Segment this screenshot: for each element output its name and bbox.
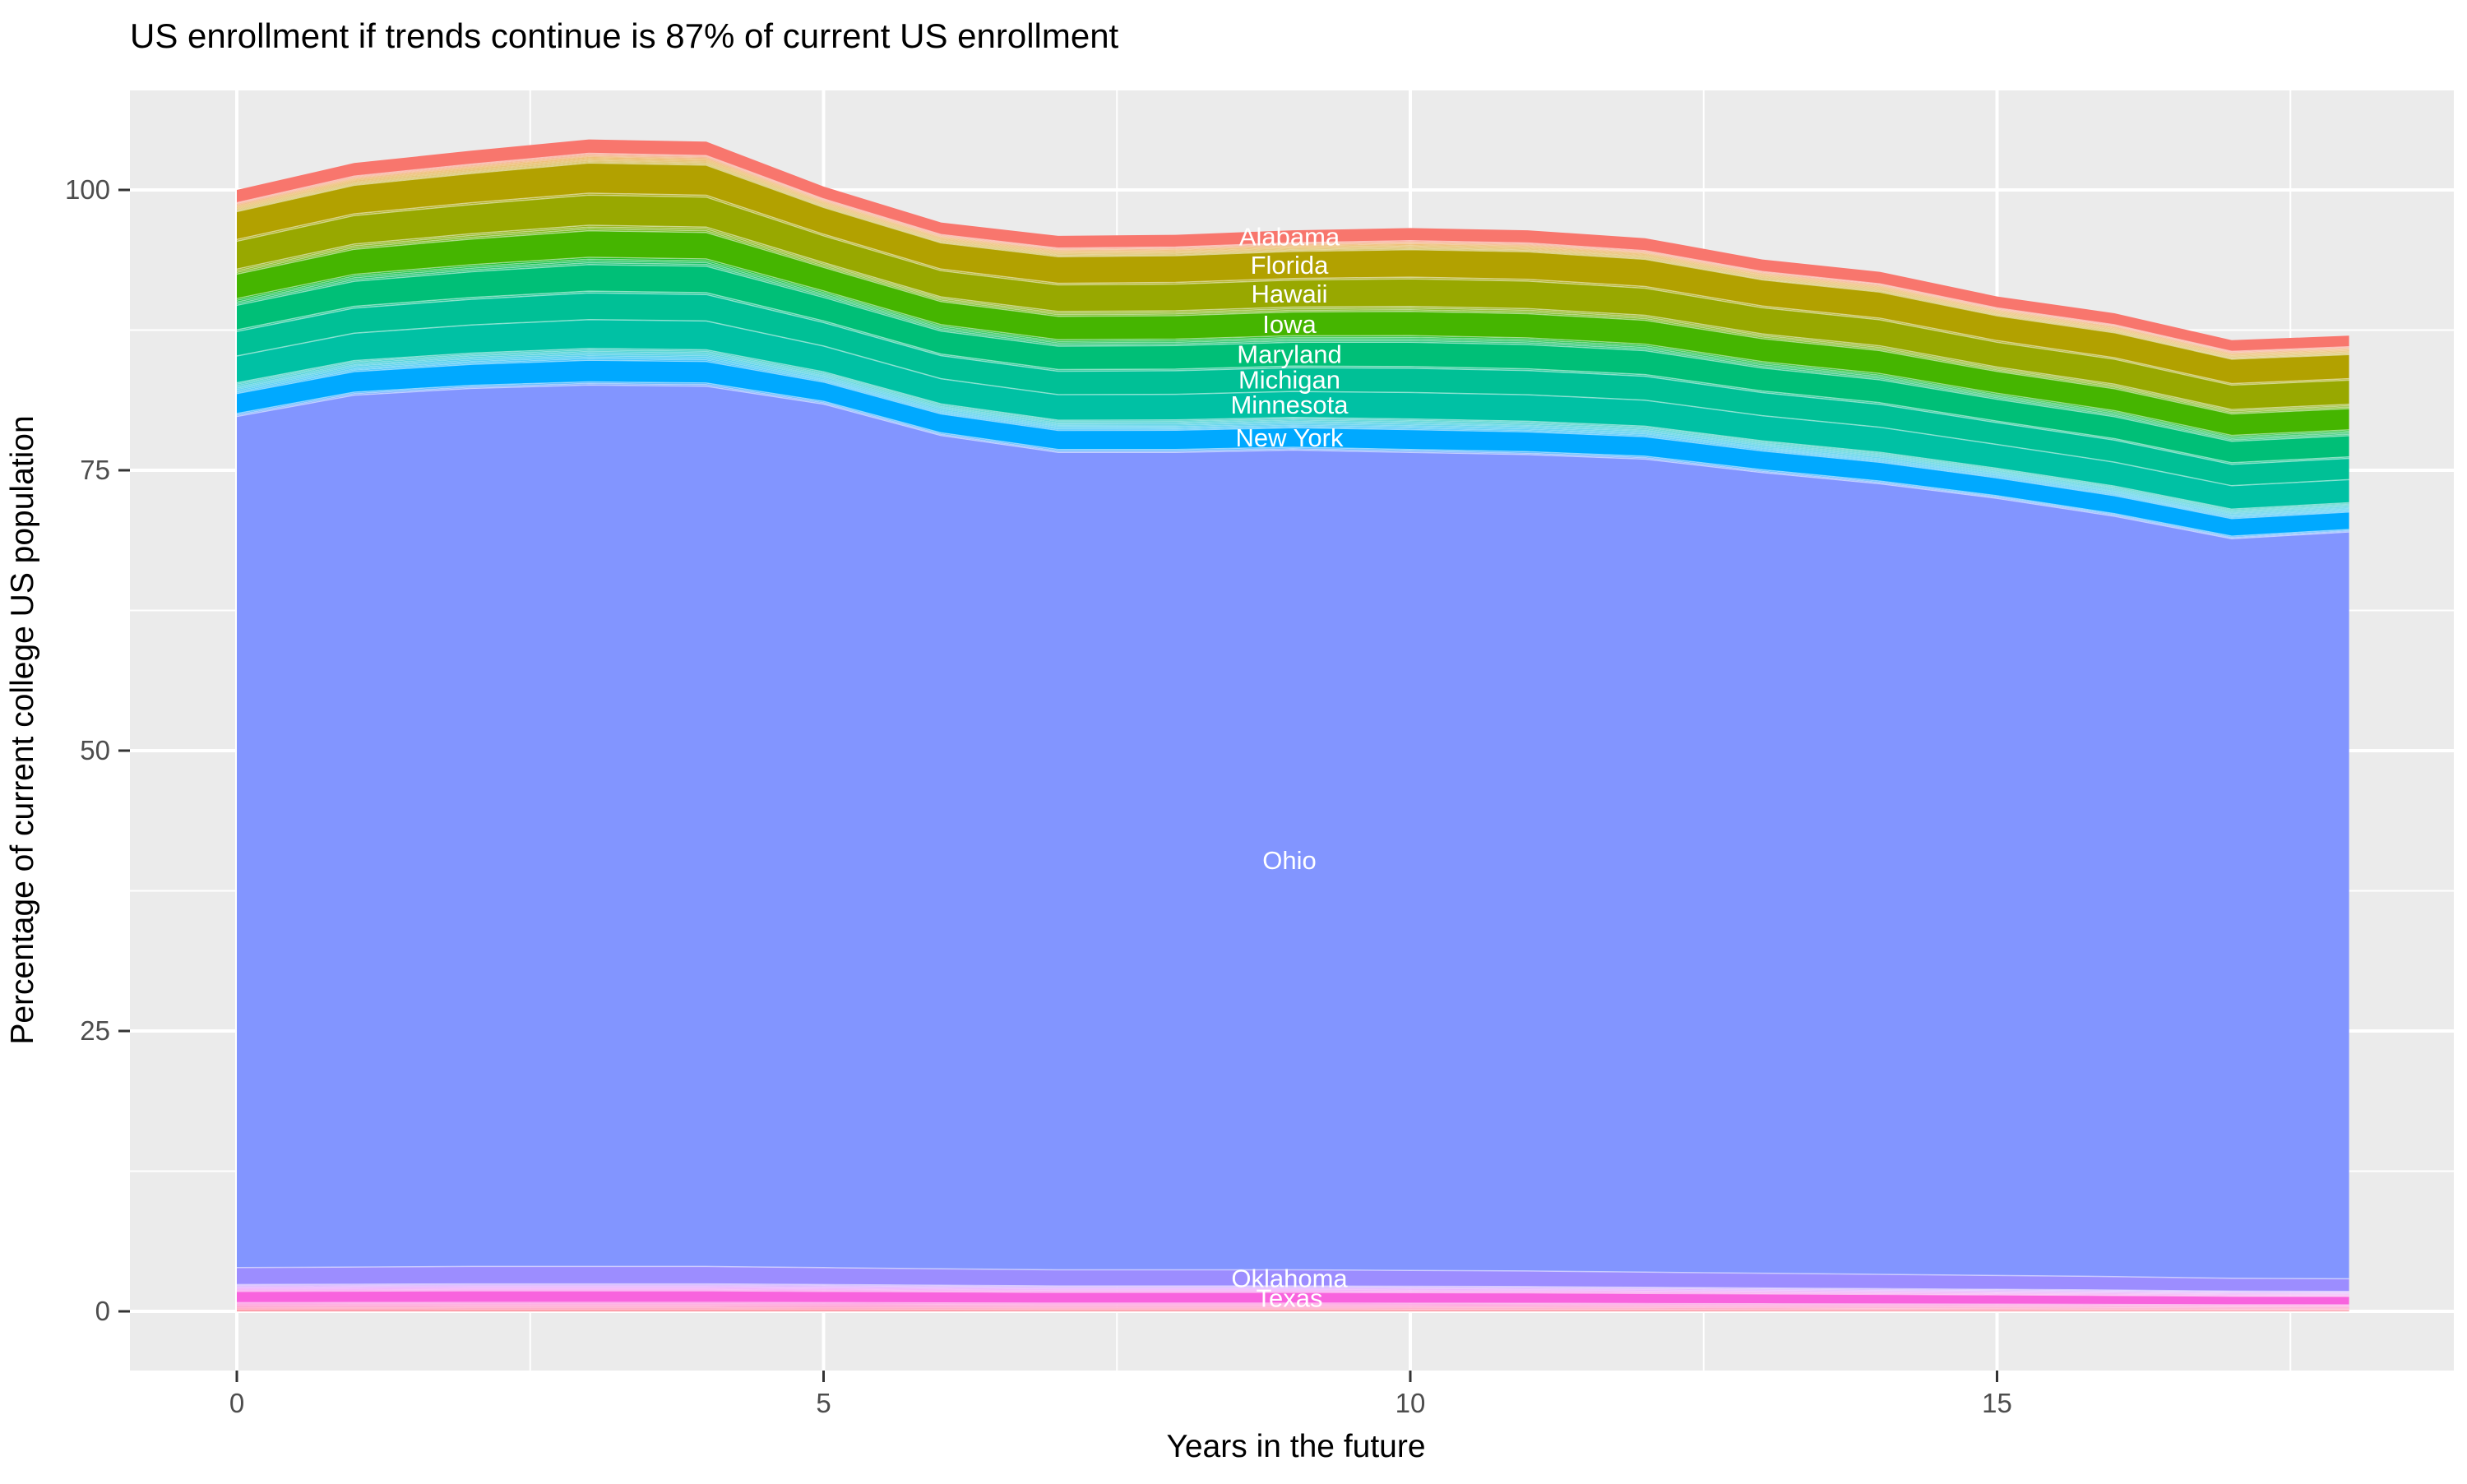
band-separator: [236, 381, 2349, 537]
band-separator: [236, 260, 2349, 439]
band-separator: [236, 162, 2349, 360]
band-separator: [236, 358, 2349, 519]
x-axis-tick-label: 0: [229, 1388, 244, 1418]
band-separator: [236, 261, 2349, 441]
band-label-minnesota: Minnesota: [1230, 391, 1349, 419]
band-label-oklahoma: Oklahoma: [1231, 1264, 1348, 1292]
y-axis-tick-label: 100: [65, 174, 110, 205]
band-separator: [236, 159, 2349, 358]
band-separator: [236, 384, 2349, 539]
x-axis-tick-label: 10: [1395, 1388, 1426, 1418]
band-separator: [236, 154, 2349, 354]
area-band-hawaii: [237, 195, 2349, 410]
band-label-florida: Florida: [1251, 251, 1330, 280]
x-axis-tick-label: 15: [1982, 1388, 2012, 1418]
band-separator: [236, 354, 2349, 515]
band-separator: [236, 1283, 2349, 1292]
band-separator: [236, 318, 2349, 487]
band-separator: [237, 1309, 2349, 1311]
band-separator: [236, 348, 2349, 511]
band-separator: [236, 290, 2349, 464]
band-label-iowa: Iowa: [1262, 310, 1317, 339]
band-separator: [236, 264, 2349, 442]
area-band-new-york: [237, 360, 2349, 537]
area-band-maryland: [237, 264, 2349, 463]
band-label-maryland: Maryland: [1237, 340, 1342, 369]
y-axis-tick-label: 25: [80, 1015, 110, 1046]
band-label-ohio: Ohio: [1262, 846, 1316, 875]
band-separator: [236, 152, 2349, 353]
band-separator: [236, 159, 2349, 358]
band-separator: [236, 349, 2349, 511]
band-separator: [236, 1308, 2349, 1311]
band-label-michigan: Michigan: [1238, 366, 1340, 395]
band-separator: [236, 1290, 2349, 1297]
band-separator: [236, 1288, 2349, 1296]
area-band-alabama: [237, 139, 2349, 352]
band-separator: [236, 356, 2349, 517]
plot-panel: 0 5 10 15 0 25 50 75 100 AlabamaFloridaHawaiiIowa…: [65, 90, 2454, 1418]
area-band-florida: [237, 163, 2349, 384]
band-separator: [236, 224, 2349, 410]
band-separator: [236, 257, 2349, 437]
chart-title: US enrollment if trends continue is 87% …: [130, 16, 1119, 55]
band-separator: [236, 1306, 2349, 1310]
band-separator: [236, 292, 2349, 465]
band-separator: [236, 192, 2349, 385]
y-axis-tick-label: 75: [80, 455, 110, 485]
band-separator: [236, 194, 2349, 386]
band-separator: [236, 1285, 2349, 1294]
area-band-ohio: [237, 385, 2349, 1279]
area-band-oklahoma: [237, 1266, 2349, 1292]
y-axis-tick-label: 0: [95, 1296, 110, 1326]
x-axis-tick-label: 5: [816, 1388, 831, 1418]
band-separator: [236, 1302, 2349, 1307]
band-separator: [236, 161, 2349, 359]
area-band-iowa: [237, 230, 2349, 436]
band-separator: [236, 382, 2349, 539]
band-separator: [236, 258, 2349, 438]
band-separator: [236, 155, 2349, 354]
y-axis-title: Percentage of current college US populat…: [5, 415, 40, 1044]
band-separator: [236, 1287, 2349, 1295]
band-separator: [236, 1301, 2349, 1306]
band-separator: [236, 157, 2349, 356]
area-band-michigan: [237, 293, 2349, 486]
band-label-alabama: Alabama: [1239, 223, 1340, 252]
x-axis-title: Years in the future: [1166, 1429, 1425, 1464]
band-separator: [236, 1265, 2349, 1280]
band-separator: [236, 1304, 2349, 1308]
band-separator: [236, 1288, 2349, 1297]
band-separator: [236, 359, 2349, 520]
band-separator: [236, 352, 2349, 514]
band-label-texas: Texas: [1257, 1283, 1323, 1312]
band-separator: [236, 350, 2349, 512]
band-separator: [236, 226, 2349, 412]
band-separator: [236, 1306, 2349, 1309]
band-separator: [236, 228, 2349, 414]
band-label-hawaii: Hawaii: [1251, 280, 1327, 308]
y-axis-tick-label: 50: [80, 735, 110, 765]
area-band-minnesota: [237, 319, 2349, 510]
band-separator: [236, 1284, 2349, 1293]
band-separator: [236, 229, 2349, 415]
band-separator: [236, 355, 2349, 516]
band-separator: [236, 156, 2349, 355]
band-label-new-york: New York: [1236, 423, 1344, 452]
